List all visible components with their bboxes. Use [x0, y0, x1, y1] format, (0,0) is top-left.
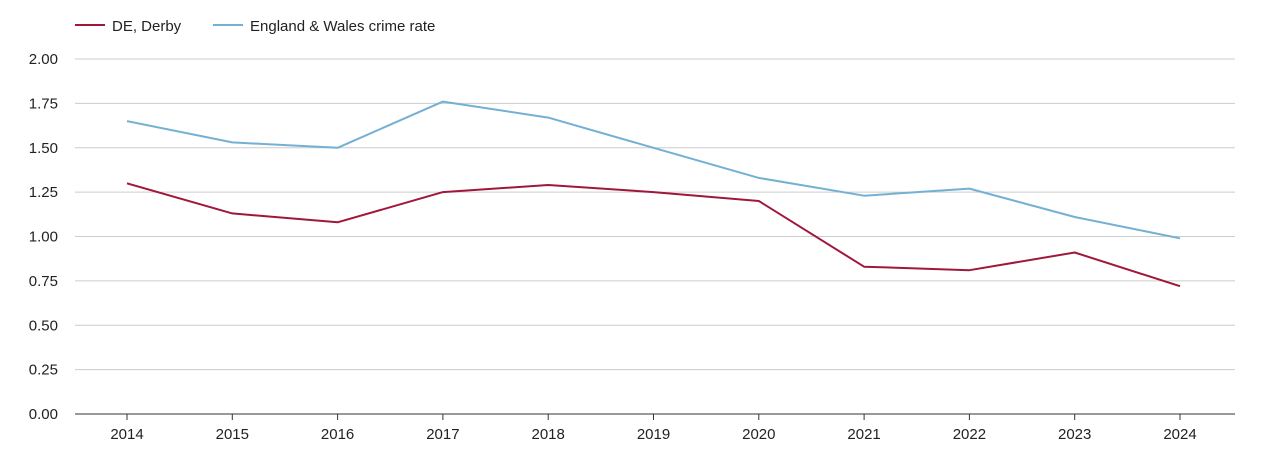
series-layer	[124, 99, 1183, 289]
x-tick-label: 2016	[321, 426, 354, 443]
data-point-england-wales-crime-rate-2023[interactable]	[1072, 214, 1078, 220]
x-tick-label: 2024	[1163, 426, 1196, 443]
x-tick-label: 2022	[953, 426, 986, 443]
y-tick-label: 0.75	[29, 273, 58, 290]
legend-item-england-wales[interactable]: England & Wales crime rate	[213, 18, 435, 35]
x-tick-label: 2017	[426, 426, 459, 443]
y-tick-label: 1.75	[29, 95, 58, 112]
data-point-de-derby-2015[interactable]	[229, 210, 235, 216]
legend-label-england-wales: England & Wales crime rate	[250, 18, 435, 35]
y-tick-label: 1.00	[29, 229, 58, 246]
x-tick-label: 2021	[847, 426, 880, 443]
data-point-de-derby-2014[interactable]	[124, 180, 130, 186]
data-point-england-wales-crime-rate-2022[interactable]	[966, 186, 972, 192]
data-point-de-derby-2020[interactable]	[756, 198, 762, 204]
data-point-england-wales-crime-rate-2018[interactable]	[545, 115, 551, 121]
data-point-england-wales-crime-rate-2019[interactable]	[651, 145, 657, 151]
data-point-de-derby-2023[interactable]	[1072, 250, 1078, 256]
data-point-de-derby-2022[interactable]	[966, 267, 972, 273]
y-tick-label: 0.00	[29, 406, 58, 423]
y-tick-label: 1.25	[29, 184, 58, 201]
y-tick-label: 0.25	[29, 362, 58, 379]
x-tick-label: 2015	[216, 426, 249, 443]
data-point-de-derby-2019[interactable]	[651, 189, 657, 195]
data-point-de-derby-2024[interactable]	[1177, 283, 1183, 289]
data-point-england-wales-crime-rate-2014[interactable]	[124, 118, 130, 124]
data-point-england-wales-crime-rate-2015[interactable]	[229, 139, 235, 145]
y-tick-label: 2.00	[29, 51, 58, 68]
grid-lines	[75, 58, 1235, 371]
series-line-england-wales-crime-rate[interactable]	[126, 100, 1181, 240]
x-tick-label: 2023	[1058, 426, 1091, 443]
data-point-de-derby-2021[interactable]	[861, 264, 867, 270]
legend-label-derby: DE, Derby	[112, 18, 182, 35]
data-point-england-wales-crime-rate-2017[interactable]	[440, 99, 446, 105]
x-axis: 2014 2015 2016 2017 2018 2019 2020 2021 2022 2023…	[75, 413, 1235, 443]
x-tick-label: 2014	[110, 426, 143, 443]
y-tick-label: 1.50	[29, 140, 58, 157]
data-point-de-derby-2018[interactable]	[545, 182, 551, 188]
data-point-de-derby-2017[interactable]	[440, 189, 446, 195]
data-point-england-wales-crime-rate-2021[interactable]	[861, 193, 867, 199]
legend: DE, Derby England & Wales crime rate	[75, 18, 435, 35]
y-axis: 0.00 0.25 0.50 0.75 1.00 1.25 1.50 1.75 2.00	[29, 51, 58, 423]
x-tick-label: 2019	[637, 426, 670, 443]
x-tick-label: 2020	[742, 426, 775, 443]
data-point-de-derby-2016[interactable]	[335, 219, 341, 225]
data-point-england-wales-crime-rate-2024[interactable]	[1177, 235, 1183, 241]
x-tick-label: 2018	[532, 426, 565, 443]
legend-item-derby[interactable]: DE, Derby	[75, 18, 182, 35]
series-line-de-derby[interactable]	[126, 182, 1181, 288]
y-tick-label: 0.50	[29, 317, 58, 334]
data-point-england-wales-crime-rate-2016[interactable]	[335, 145, 341, 151]
data-point-england-wales-crime-rate-2020[interactable]	[756, 175, 762, 181]
